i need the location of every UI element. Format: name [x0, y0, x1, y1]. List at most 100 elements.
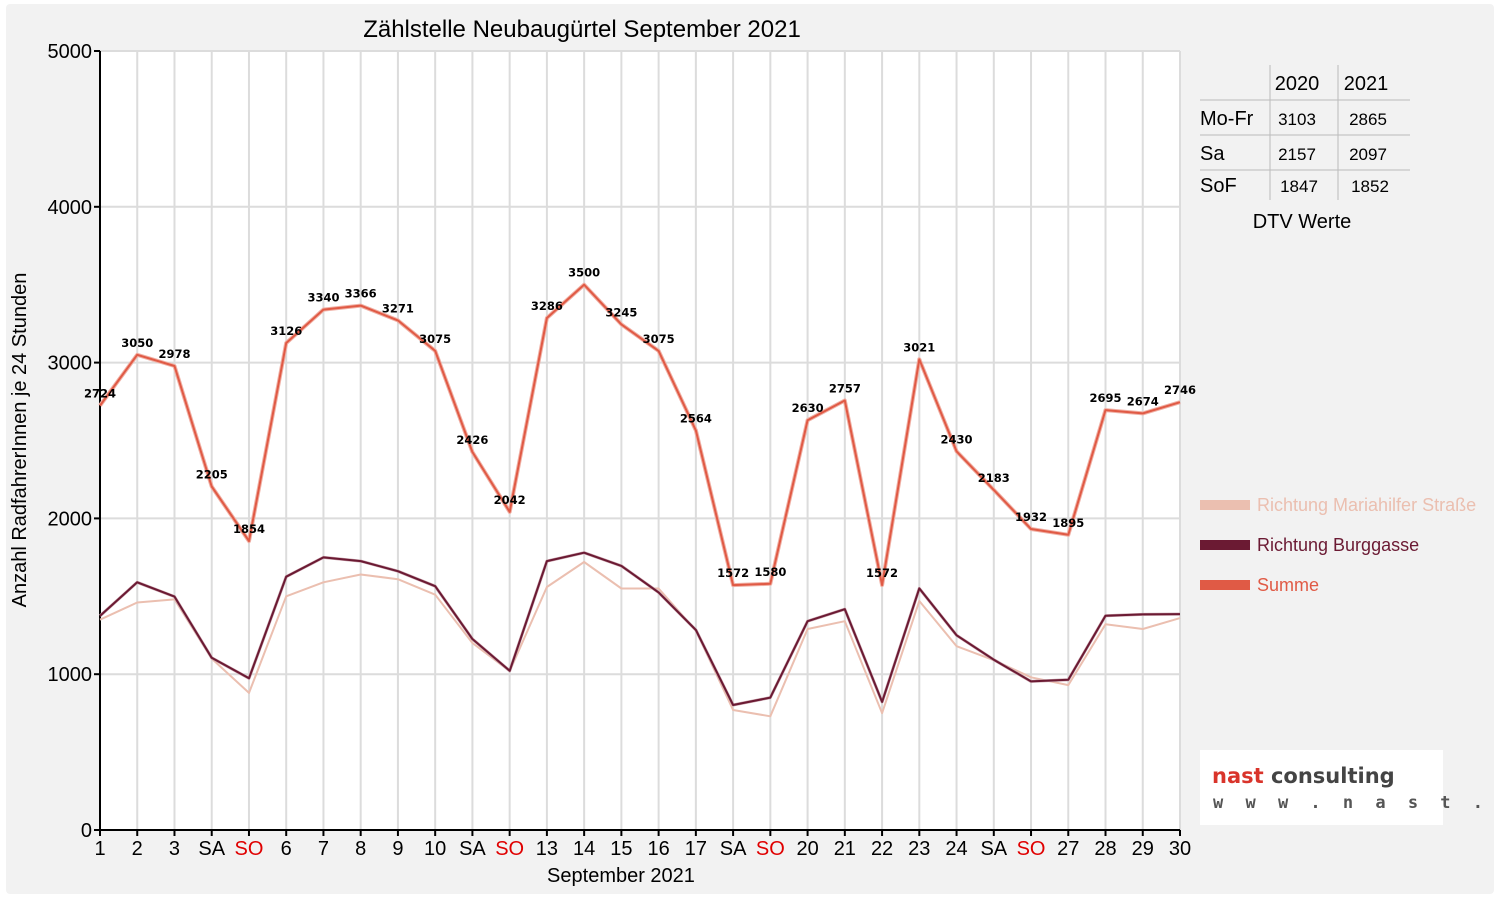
x-tick-label: 7	[318, 838, 329, 860]
x-tick-label: 23	[908, 838, 930, 860]
data-label: 2695	[1090, 391, 1122, 405]
data-label: 2724	[84, 387, 116, 401]
data-label: 2674	[1127, 394, 1159, 408]
logo-background	[1200, 750, 1443, 825]
x-tick-label: 27	[1057, 838, 1079, 860]
logo-brand-part2: consulting	[1264, 764, 1395, 788]
table-cell: 2097	[1349, 145, 1387, 164]
legend-swatch	[1200, 500, 1250, 510]
x-tick-label: SA	[198, 838, 225, 860]
table-row-label: SoF	[1200, 175, 1237, 197]
x-tick-label: 3	[169, 838, 180, 860]
x-tick-label: 30	[1169, 838, 1191, 860]
table-header-2020: 2020	[1275, 73, 1320, 95]
data-label: 1854	[233, 522, 265, 536]
y-axis-label: Anzahl RadfahrerInnen je 24 Stunden	[9, 273, 31, 608]
x-tick-label: SO	[1017, 838, 1046, 860]
data-label: 3021	[903, 340, 935, 354]
data-label: 3286	[531, 299, 563, 313]
data-label: 3245	[605, 305, 637, 319]
data-label: 3075	[419, 332, 451, 346]
x-tick-label: 17	[685, 838, 707, 860]
x-tick-label: 15	[610, 838, 632, 860]
y-tick-label: 5000	[48, 41, 93, 63]
x-tick-labels: 1 2 3 SA SO 6 7 8 9 10 SA SO 13 14 15 16 17 SA SO 20 21 22 23 2…	[94, 838, 1191, 860]
data-label: 3126	[270, 324, 302, 338]
series-lines	[98, 282, 1181, 718]
data-label: 3271	[382, 301, 414, 315]
legend-label: Summe	[1257, 575, 1319, 595]
series-line-richtung-burggasse	[99, 551, 1181, 706]
data-label: 3500	[568, 266, 600, 280]
x-axis-label: September 2021	[547, 865, 695, 887]
x-tick-label: 21	[834, 838, 856, 860]
x-tick-label: 20	[796, 838, 818, 860]
x-tick-label: 24	[945, 838, 967, 860]
x-tick-label: 2	[132, 838, 143, 860]
data-labels: 2724 3050 2978 2205 1854 3126 3340 3366 3271 3075…	[84, 266, 1196, 580]
logo-brand: nast consulting	[1212, 764, 1395, 788]
data-label: 2630	[792, 401, 824, 415]
legend-swatch	[1200, 540, 1250, 550]
table-cell: 3103	[1278, 110, 1316, 129]
logo-url: w w w . n a s t . a t	[1213, 793, 1500, 813]
legend: Richtung Mariahilfer Straße Richtung Burg…	[1200, 495, 1476, 595]
table-cell: 2157	[1278, 145, 1316, 164]
legend-label: Richtung Burggasse	[1257, 535, 1419, 555]
x-tick-label: 8	[355, 838, 366, 860]
data-label: 2564	[680, 412, 712, 426]
data-label: 1580	[754, 565, 786, 579]
plot-area	[100, 51, 1180, 830]
data-label: 1895	[1052, 516, 1084, 530]
x-tick-label: 29	[1132, 838, 1154, 860]
dtv-table: 2020 2021 Mo-Fr 3103 2865 Sa 2157 2097 S…	[1200, 65, 1410, 233]
y-tick-label: 0	[81, 820, 92, 842]
y-tick-label: 2000	[48, 508, 93, 530]
x-tick-label: 28	[1094, 838, 1116, 860]
x-tick-label: 9	[392, 838, 403, 860]
data-label: 2978	[158, 347, 190, 361]
data-label: 2430	[941, 432, 973, 446]
x-tick-label: 14	[573, 838, 595, 860]
data-label: 2183	[978, 471, 1010, 485]
x-tick-label: SA	[980, 838, 1007, 860]
company-logo: nast consulting w w w . n a s t . a t	[1200, 750, 1500, 825]
x-tick-label: 6	[281, 838, 292, 860]
data-label: 1572	[866, 566, 898, 580]
data-label: 3050	[121, 336, 153, 350]
x-tick-label: SA	[459, 838, 486, 860]
data-label: 3366	[345, 287, 377, 301]
data-label: 3075	[643, 332, 675, 346]
y-tick-labels: 0 1000 2000 3000 4000 5000	[48, 41, 93, 842]
horizontal-gridlines	[100, 50, 1180, 676]
axes	[94, 50, 1181, 836]
data-label: 3340	[307, 291, 339, 305]
data-label: 1932	[1015, 510, 1047, 524]
table-cell: 1852	[1351, 177, 1389, 196]
x-tick-label: 22	[871, 838, 893, 860]
table-row-label: Sa	[1200, 143, 1225, 165]
y-tick-label: 1000	[48, 664, 93, 686]
data-label: 1572	[717, 566, 749, 580]
x-tick-label: SO	[235, 838, 264, 860]
vertical-gridlines	[136, 51, 1181, 830]
data-label: 2042	[494, 493, 526, 507]
table-caption: DTV Werte	[1253, 211, 1352, 233]
x-tick-label: 1	[94, 838, 105, 860]
data-label: 2757	[829, 381, 861, 395]
x-tick-label: 10	[424, 838, 446, 860]
x-tick-label: SA	[720, 838, 747, 860]
x-tick-label: 13	[536, 838, 558, 860]
y-tick-label: 4000	[48, 197, 93, 219]
x-tick-label: SO	[495, 838, 524, 860]
table-row-label: Mo-Fr	[1200, 108, 1254, 130]
table-header-2021: 2021	[1344, 73, 1389, 95]
data-label: 2205	[196, 467, 228, 481]
data-label: 2426	[456, 433, 488, 447]
logo-brand-part1: nast	[1212, 764, 1264, 788]
legend-label: Richtung Mariahilfer Straße	[1257, 495, 1476, 515]
y-tick-label: 3000	[48, 353, 93, 375]
series-line-summe	[99, 283, 1181, 587]
table-cell: 2865	[1349, 110, 1387, 129]
